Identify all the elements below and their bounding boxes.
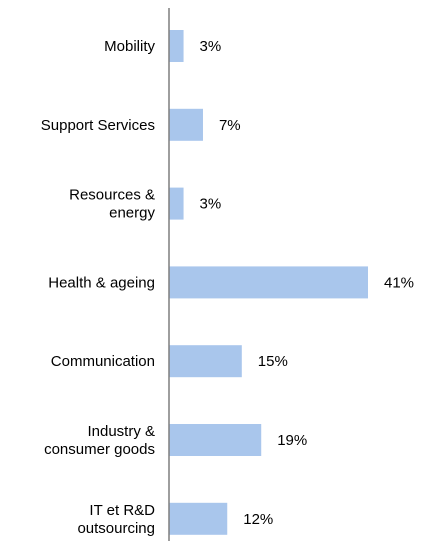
category-label: Resources & energy <box>69 187 155 222</box>
category-labels-group: Mobility Support Services Resources & energ… <box>41 38 156 537</box>
data-label: 7% <box>219 117 241 134</box>
category-label-line: energy <box>109 205 155 222</box>
category-label-line: Support Services <box>41 117 155 134</box>
bar <box>169 266 368 299</box>
data-label: 19% <box>277 432 307 449</box>
category-label-line: Communication <box>51 353 155 370</box>
category-label: Communication <box>51 353 155 370</box>
category-label-line: consumer goods <box>44 441 155 458</box>
data-label: 3% <box>200 38 222 55</box>
data-label: 15% <box>258 353 288 370</box>
bar <box>169 30 184 62</box>
category-label: Mobility <box>104 38 155 55</box>
category-label-line: Health & ageing <box>48 274 155 291</box>
bar <box>169 187 184 220</box>
data-label: 3% <box>200 196 222 213</box>
category-label: IT et R&D outsourcing <box>77 502 155 537</box>
category-label: Industry & consumer goods <box>44 423 155 458</box>
category-label-line: outsourcing <box>77 520 155 537</box>
bar <box>169 108 203 141</box>
data-label: 41% <box>384 274 414 291</box>
value-labels-group: 3% 7% 3% 41% 15% 19% 12% <box>200 38 414 528</box>
category-label-line: Mobility <box>104 38 155 55</box>
bar <box>169 502 228 535</box>
category-label-line: IT et R&D <box>89 502 155 519</box>
data-label: 12% <box>243 511 273 528</box>
category-label-line: Industry & <box>87 423 155 440</box>
category-label: Health & ageing <box>48 274 155 291</box>
category-label-line: Resources & <box>69 187 155 204</box>
bar <box>169 345 242 378</box>
bars-group <box>169 30 368 535</box>
category-label: Support Services <box>41 117 155 134</box>
bar <box>169 424 262 456</box>
